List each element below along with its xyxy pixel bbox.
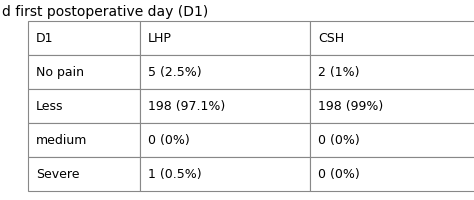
Bar [310,157,474,191]
Text: Severe: Severe [36,168,80,181]
Bar [28,56,140,90]
Bar [140,90,310,123]
Bar [310,56,474,90]
Text: CSH: CSH [318,32,344,45]
Bar [140,123,310,157]
Text: D1: D1 [36,32,54,45]
Text: medium: medium [36,134,87,147]
Text: 0 (0%): 0 (0%) [148,134,190,147]
Text: 2 (1%): 2 (1%) [318,66,359,79]
Bar [140,22,310,56]
Text: 0 (0%): 0 (0%) [318,134,360,147]
Text: LHP: LHP [148,32,172,45]
Bar [140,157,310,191]
Text: Less: Less [36,100,64,113]
Text: 5 (2.5%): 5 (2.5%) [148,66,201,79]
Text: 1 (0.5%): 1 (0.5%) [148,168,201,181]
Bar [28,157,140,191]
Bar [310,22,474,56]
Bar [28,22,140,56]
Text: 198 (97.1%): 198 (97.1%) [148,100,225,113]
Bar [28,90,140,123]
Text: d first postoperative day (D1): d first postoperative day (D1) [2,5,208,19]
Text: 198 (99%): 198 (99%) [318,100,383,113]
Bar [140,56,310,90]
Bar [310,123,474,157]
Text: 0 (0%): 0 (0%) [318,168,360,181]
Text: No pain: No pain [36,66,84,79]
Bar [310,90,474,123]
Bar [28,123,140,157]
